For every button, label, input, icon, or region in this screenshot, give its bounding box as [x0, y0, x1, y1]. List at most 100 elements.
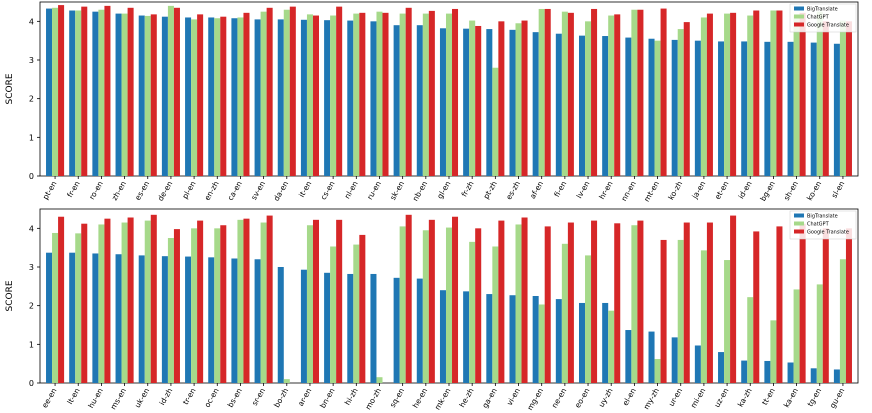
x-tick-label: mg-en — [525, 386, 545, 412]
y-axis-label: SCORE — [5, 280, 15, 311]
bar-chatgpt-ru-en — [376, 11, 383, 176]
bar-chatgpt-nl-en — [353, 13, 360, 176]
chart-panel-1: 0 1 2 3 4 SCORE pt-en fr-en ro-en zh-en es-en de-en… — [5, 1, 859, 203]
bar-bigtranslate-mt-en — [648, 38, 655, 176]
bar-bigtranslate-fr-zh — [463, 28, 470, 177]
bar-google-translate-ms-en — [127, 217, 134, 383]
bar-chatgpt-it-en — [306, 14, 313, 176]
x-tick-label: bs-en — [226, 386, 244, 409]
bar-bigtranslate-hu-en — [92, 253, 99, 383]
bar-chatgpt-ca-en — [237, 17, 244, 176]
bar-chatgpt-pt-en — [52, 7, 59, 176]
x-tick-label: cs-en — [319, 179, 337, 201]
x-tick-label: mi-en — [689, 386, 708, 409]
bar-google-translate-ee-en — [58, 216, 65, 383]
bar-google-translate-uz-en — [730, 215, 737, 383]
bar-chatgpt-lt-en — [75, 233, 82, 383]
bar-google-translate-zh-en — [127, 7, 134, 176]
x-tick-label: pt-en — [41, 179, 59, 201]
x-tick-label: bo-zh — [272, 386, 290, 409]
bar-bigtranslate-vi-en — [509, 295, 516, 383]
x-tick-label: ar-en — [296, 386, 314, 407]
x-tick-label: lv-en — [575, 179, 592, 200]
bar-chatgpt-he-zh — [469, 241, 476, 383]
bar-google-translate-he-en — [428, 219, 435, 383]
x-tick-label: mt-en — [642, 179, 661, 203]
bar-chatgpt-bg-en — [770, 10, 777, 176]
bar-bigtranslate-pt-zh — [486, 29, 493, 176]
bar-bigtranslate-ka-zh — [741, 360, 748, 383]
x-tick-label: gu-en — [828, 386, 847, 409]
x-tick-label: nl-en — [343, 179, 360, 200]
bar-google-translate-eo-en — [591, 220, 598, 383]
x-tick-label: en-zh — [203, 179, 221, 202]
bar-bigtranslate-he-en — [416, 278, 423, 383]
bar-chatgpt-sv-en — [260, 11, 267, 176]
bar-bigtranslate-he-zh — [463, 291, 470, 383]
bar-chatgpt-af-en — [538, 8, 545, 176]
bar-google-translate-es-en — [150, 14, 157, 176]
bar-chatgpt-tt-en — [770, 320, 777, 383]
x-tick-label: oc-en — [203, 386, 221, 409]
bar-chatgpt-et-en — [724, 13, 731, 176]
x-tick-label: bn-en — [318, 386, 337, 409]
bar-google-translate-vi-en — [521, 217, 528, 383]
x-tick-label: ko-en — [805, 179, 823, 202]
bar-chatgpt-el-en — [631, 225, 638, 383]
x-tick-label: id-en — [736, 179, 753, 200]
bar-chatgpt-sq-en — [399, 226, 406, 383]
bar-bigtranslate-ms-en — [115, 254, 122, 383]
bar-chatgpt-ka-zh — [747, 297, 754, 383]
x-tick-label: sq-en — [388, 386, 406, 409]
bar-bigtranslate-el-en — [625, 330, 632, 383]
bar-chatgpt-hi-zh — [353, 244, 360, 383]
bar-google-translate-lv-en — [591, 8, 598, 176]
bar-bigtranslate-ur-en — [671, 337, 678, 383]
legend-entry: ChatGPT — [807, 222, 830, 228]
bar-google-translate-cs-en — [336, 6, 343, 177]
bar-google-translate-ga-en — [498, 220, 505, 383]
bar-google-translate-ko-en — [822, 21, 829, 177]
bar-bigtranslate-bn-en — [324, 272, 331, 383]
bar-google-translate-en-zh — [220, 16, 227, 177]
bar-chatgpt-fr-en — [75, 10, 82, 176]
x-tick-label: el-en — [621, 386, 638, 407]
bar-bigtranslate-da-en — [277, 19, 284, 177]
bar-google-translate-sr-en — [266, 215, 273, 383]
bar-bigtranslate-eo-en — [578, 302, 586, 383]
bar-chatgpt-my-zh — [654, 359, 661, 383]
bar-google-translate-et-en — [730, 12, 737, 177]
bar-google-translate-ro-en — [104, 5, 111, 176]
bar-google-translate-mt-en — [660, 8, 667, 176]
x-tick-label: sh-en — [782, 179, 800, 202]
bar-chatgpt-fr-zh — [469, 20, 476, 177]
bar-bigtranslate-lt-en — [69, 252, 76, 383]
bar-chatgpt-es-zh — [515, 23, 522, 177]
y-tick-label: 0 — [29, 379, 34, 388]
bar-bigtranslate-my-zh — [648, 331, 655, 383]
x-tick-label: ka-zh — [736, 386, 754, 408]
bar-chatgpt-pl-en — [191, 19, 198, 177]
bar-google-translate-de-en — [173, 7, 180, 176]
x-tick-label: ru-en — [365, 179, 383, 201]
bar-google-translate-fr-zh — [475, 25, 482, 177]
bar-google-translate-nl-en — [359, 12, 366, 177]
x-tick-label: ja-en — [690, 179, 708, 201]
bar-google-translate-mk-en — [452, 216, 459, 383]
bar-google-translate-sq-en — [405, 214, 412, 383]
bar-chatgpt-mt-en — [654, 40, 661, 176]
bar-bigtranslate-mk-en — [439, 290, 446, 383]
bar-bigtranslate-sh-en — [787, 41, 794, 177]
bar-bigtranslate-mg-en — [532, 296, 539, 383]
y-tick-label: 4 — [29, 224, 34, 233]
bar-bigtranslate-tg-en — [810, 368, 817, 383]
bar-google-translate-hi-zh — [359, 234, 366, 383]
y-tick-label: 2 — [29, 95, 34, 104]
x-tick-label: es-en — [133, 179, 151, 202]
x-tick-label: hu-en — [86, 386, 105, 409]
bar-google-translate-bn-en — [336, 219, 343, 383]
bar-bigtranslate-gu-en — [833, 369, 840, 383]
bar-google-translate-fr-en — [81, 6, 88, 177]
bar-bigtranslate-ja-en — [694, 40, 701, 176]
bar-google-translate-ja-en — [706, 13, 713, 176]
